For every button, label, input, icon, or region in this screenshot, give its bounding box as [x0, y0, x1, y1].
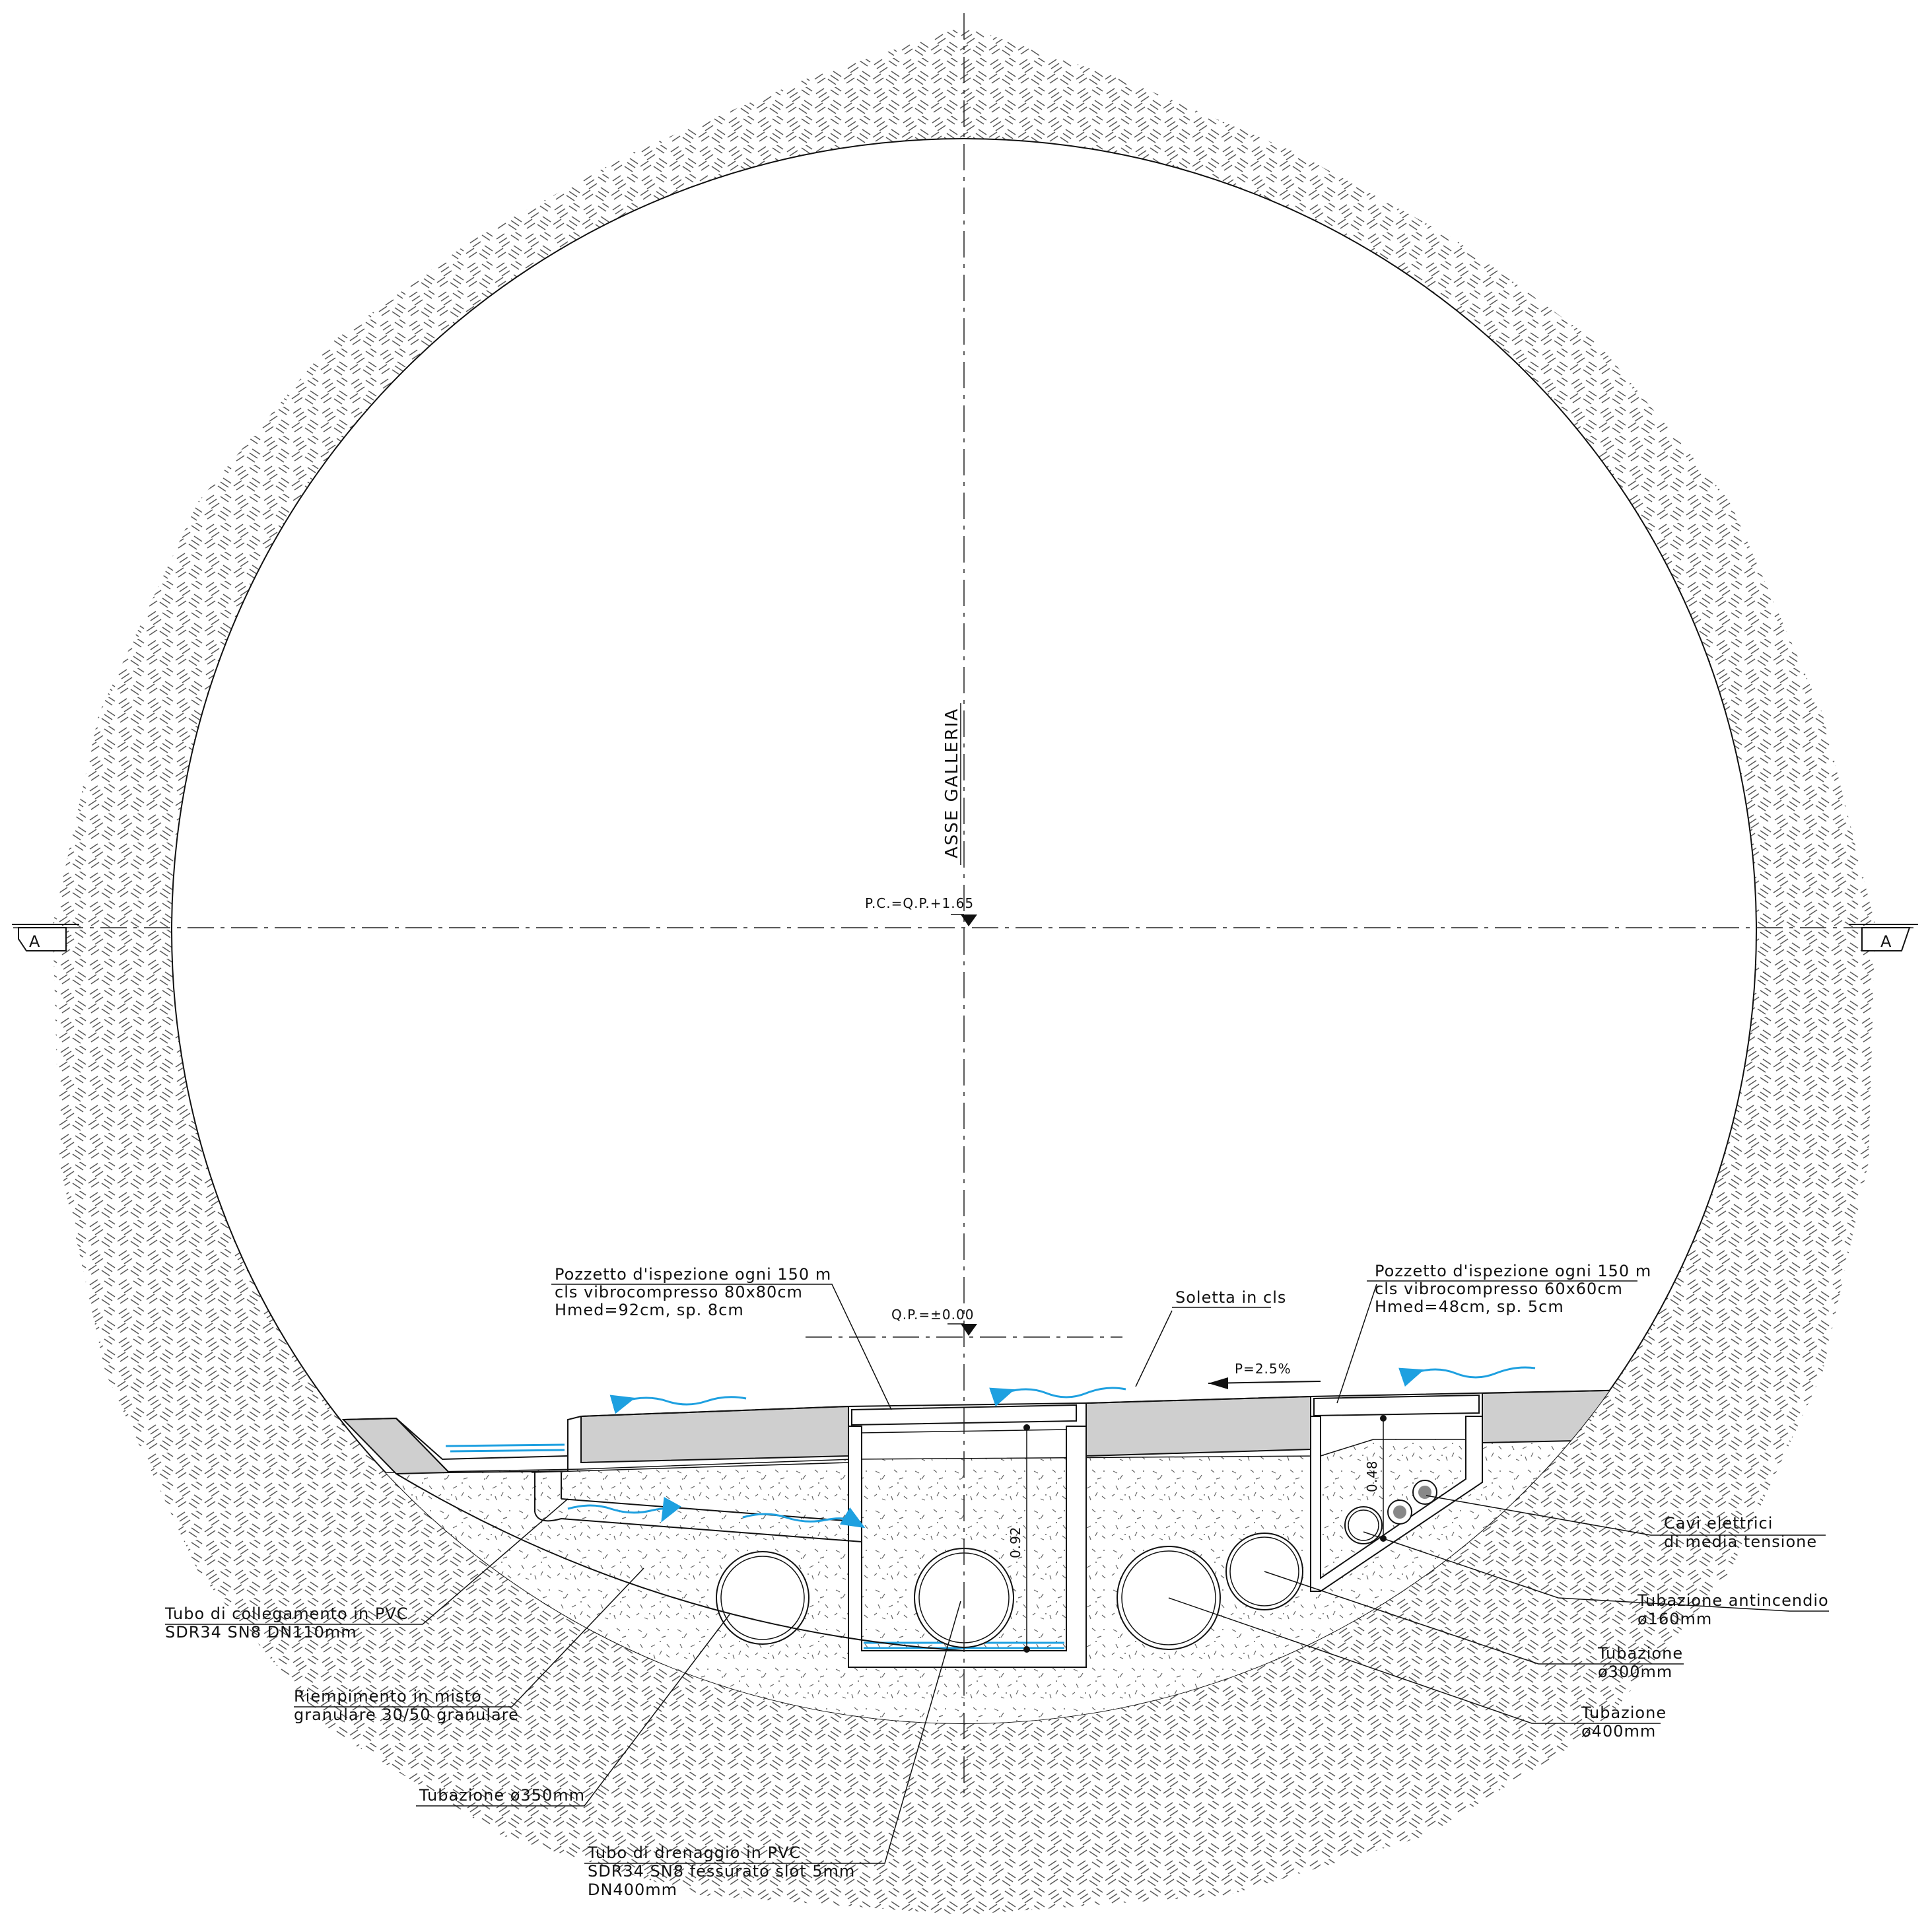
label-fire-pipe: Tubazione antincendio ø160mm — [1637, 1591, 1829, 1628]
svg-text:Pozzetto d'ispezione ogni 150: Pozzetto d'ispezione ogni 150 m — [555, 1265, 831, 1284]
section-mark-right-label: A — [1880, 932, 1892, 951]
svg-text:cls vibrocompresso 80x80cm: cls vibrocompresso 80x80cm — [555, 1283, 803, 1301]
invert-curve — [396, 1473, 965, 1651]
svg-text:SDR34 SN8 DN110mm: SDR34 SN8 DN110mm — [165, 1623, 357, 1641]
section-mark-left — [12, 924, 79, 951]
pvc-connection-pipe — [534, 1472, 862, 1542]
svg-text:ø160mm: ø160mm — [1637, 1610, 1712, 1628]
svg-text:Tubo di collegamento in PVC: Tubo di collegamento in PVC — [164, 1604, 408, 1623]
fire-pipe-160 — [1344, 1506, 1383, 1544]
svg-text:granulare 30/50 granulare: granulare 30/50 granulare — [294, 1706, 519, 1724]
label-pipe-400: Tubazione ø400mm — [1581, 1704, 1667, 1741]
svg-text:Pozzetto d'ispezione ogni 150: Pozzetto d'ispezione ogni 150 m — [1375, 1262, 1651, 1280]
water-arrow-2 — [989, 1387, 1126, 1407]
svg-text:Cavi elettrici: Cavi elettrici — [1664, 1514, 1773, 1533]
label-left-manhole: Pozzetto d'ispezione ogni 150 m cls vibr… — [555, 1265, 831, 1319]
label-pipe-350: Tubazione ø350mm — [419, 1786, 585, 1805]
dim-left-label: 0.92 — [1008, 1526, 1023, 1558]
road-surface — [343, 1389, 1638, 1474]
elevation-top-label: P.C.=Q.P.+1.65 — [865, 895, 974, 911]
axis-label: ASSE GALLERIA — [942, 708, 962, 858]
svg-text:Tubazione: Tubazione — [1597, 1644, 1683, 1663]
section-mark-left-label: A — [29, 932, 40, 951]
gutter-water — [445, 1443, 565, 1453]
elevation-top-marker — [961, 914, 977, 926]
svg-text:Hmed=92cm, sp. 8cm: Hmed=92cm, sp. 8cm — [555, 1301, 744, 1319]
label-pvc-connection: Tubo di collegamento in PVC SDR34 SN8 DN… — [164, 1604, 408, 1641]
elevation-bottom-label: Q.P.=±0.00 — [891, 1307, 974, 1323]
svg-text:Tubazione: Tubazione — [1581, 1704, 1667, 1722]
pipe-350 — [716, 1551, 809, 1645]
svg-text:Riempimento in misto: Riempimento in misto — [294, 1687, 482, 1706]
leader-lines — [165, 1280, 1829, 1864]
svg-text:Tubazione antincendio: Tubazione antincendio — [1637, 1591, 1829, 1610]
svg-text:Hmed=48cm, sp. 5cm: Hmed=48cm, sp. 5cm — [1375, 1297, 1564, 1316]
svg-text:Tubo di drenaggio in PVC: Tubo di drenaggio in PVC — [587, 1844, 801, 1862]
slab-center — [1085, 1395, 1311, 1457]
manhole-right-walls — [1310, 1416, 1483, 1592]
svg-text:cls vibrocompresso 60x60cm: cls vibrocompresso 60x60cm — [1375, 1280, 1623, 1298]
water-arrow-4 — [567, 1496, 681, 1523]
left-gutter — [396, 1418, 568, 1461]
label-right-manhole: Pozzetto d'ispezione ogni 150 m cls vibr… — [1375, 1262, 1651, 1316]
label-cables: Cavi elettrici di media tensione — [1664, 1514, 1817, 1551]
manhole-left-walls — [848, 1426, 1087, 1668]
water-arrow-1 — [609, 1395, 747, 1414]
manhole-right-cover — [1313, 1394, 1480, 1417]
svg-text:ø300mm: ø300mm — [1598, 1663, 1672, 1681]
label-drain-pipe: Tubo di drenaggio in PVC SDR34 SN8 fessu… — [587, 1844, 855, 1899]
pvc-connection-cap — [531, 1462, 849, 1473]
slope-label: P=2.5% — [1235, 1361, 1291, 1377]
label-fill: Riempimento in misto granulare 30/50 gra… — [294, 1687, 519, 1724]
label-pipe-300: Tubazione ø300mm — [1597, 1644, 1683, 1681]
water-arrow-3 — [1398, 1366, 1536, 1387]
water-arrow-5 — [742, 1507, 866, 1529]
dim-right-label: 0.48 — [1364, 1460, 1380, 1492]
svg-text:SDR34 SN8 fessurato slot 5mm: SDR34 SN8 fessurato slot 5mm — [588, 1862, 855, 1880]
svg-text:DN400mm: DN400mm — [588, 1880, 677, 1899]
section-mark-right — [1849, 924, 1918, 951]
svg-text:di media tensione: di media tensione — [1664, 1533, 1817, 1551]
label-slab: Soletta in cls — [1175, 1288, 1286, 1307]
svg-text:ø400mm: ø400mm — [1581, 1722, 1656, 1741]
elevation-bottom-marker — [961, 1324, 977, 1336]
